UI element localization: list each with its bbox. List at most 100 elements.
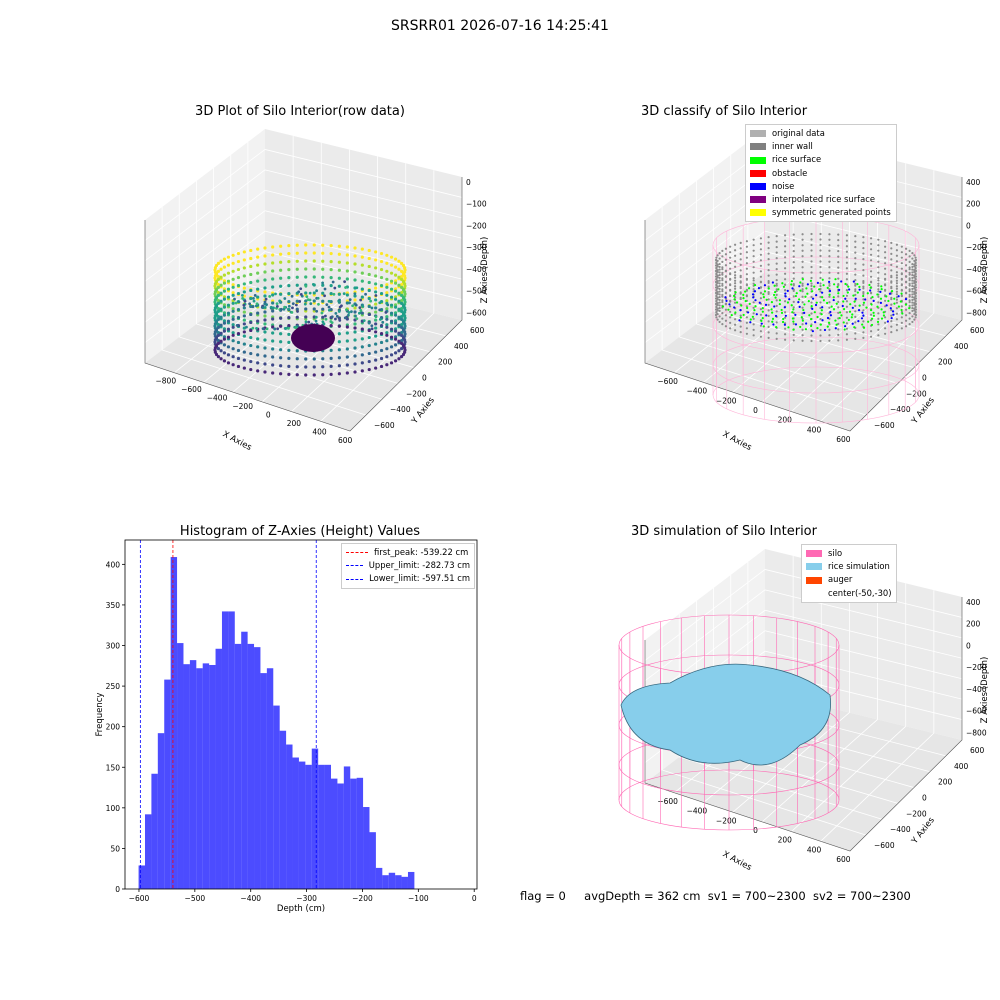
y-tick-label: −600 <box>874 841 895 850</box>
y-tick-label: 300 <box>106 642 121 651</box>
y-tick-label: −200 <box>906 809 927 818</box>
legend-entry: Lower_limit: -597.51 cm <box>346 572 470 585</box>
legend-label: inner wall <box>772 141 813 152</box>
legend-label: rice surface <box>772 154 822 165</box>
floor-pane <box>645 272 962 431</box>
x-tick-label: −800 <box>156 376 177 385</box>
left-pane <box>645 129 765 363</box>
left-pane <box>145 129 265 363</box>
z-tick-label: −200 <box>466 221 487 230</box>
classify-3d-plot: −600−400−20002004006006004002000−200−400… <box>644 129 990 453</box>
y-tick-label: −600 <box>374 421 395 430</box>
z-tick-label: −400 <box>466 265 487 274</box>
z-tick-label: 0 <box>466 178 471 187</box>
legend-label: original data <box>772 128 825 138</box>
histogram-bar <box>144 814 152 889</box>
y-tick-label: −600 <box>874 421 895 430</box>
histogram-bar <box>407 871 415 889</box>
x-tick-label: 200 <box>778 416 793 425</box>
y-tick-label: 0 <box>115 885 120 894</box>
legend-entry: inner wall <box>750 140 892 153</box>
avg-depth-text: avgDepth = 362 cm <box>584 889 701 903</box>
x-tick-label: −400 <box>687 387 708 396</box>
legend-label: noise <box>772 180 795 191</box>
y-tick-label: 50 <box>110 844 120 853</box>
z-tick-label: −400 <box>966 685 987 694</box>
x-tick-label: 0 <box>266 410 271 419</box>
z-axis-label: Z Axies (Depth) <box>980 237 990 304</box>
histogram-bars <box>138 557 415 889</box>
histogram-bar <box>183 664 190 889</box>
x-axis-label: X Axies <box>721 849 754 873</box>
legend-entry: center(-50,-30) <box>806 587 892 600</box>
legend-swatch <box>346 552 368 554</box>
x-tick-label: −200 <box>232 402 253 411</box>
histogram-bar <box>279 730 287 889</box>
legend-swatch <box>750 169 766 177</box>
y-tick-label: 600 <box>970 326 985 335</box>
simulation-3d-plot: −600−400−20002004006006004002000−200−400… <box>618 549 990 873</box>
histogram-bar <box>286 744 293 889</box>
x-tick-label: −200 <box>716 396 737 405</box>
legend-label: symmetric generated points <box>772 207 891 218</box>
legend-swatch <box>750 143 766 151</box>
x-tick-label: 0 <box>753 826 758 835</box>
histogram-legend: first_peak: -539.22 cm Upper_limit: -282.… <box>341 543 475 589</box>
z-tick-label: −600 <box>966 287 987 296</box>
histogram-bar <box>369 832 376 889</box>
x-tick-label: −200 <box>352 894 373 903</box>
inner-wall-points <box>714 232 918 343</box>
y-tick-label: −400 <box>890 405 911 414</box>
x-tick-label: −400 <box>207 393 228 402</box>
histogram-bar <box>375 867 383 889</box>
histogram-bar <box>138 865 145 889</box>
legend-swatch <box>346 565 363 567</box>
tick-labels: −600−400−20002004006006004002000−200−400… <box>657 178 986 444</box>
y-tick-label: 350 <box>106 601 121 610</box>
x-tick-label: 200 <box>778 836 793 845</box>
axes-edges <box>644 177 963 432</box>
z-tick-label: −400 <box>966 265 987 274</box>
raw-bottom-cone <box>291 324 335 352</box>
z-tick-label: 400 <box>966 598 981 607</box>
classify-plot-title: 3D classify of Silo Interior <box>640 104 808 119</box>
x-tick-label: −200 <box>716 816 737 825</box>
histogram-bar <box>215 648 222 889</box>
histogram-bar <box>305 764 312 889</box>
x-tick-label: −500 <box>185 894 206 903</box>
z-axis-label: Z Axies (Depth) <box>480 237 490 304</box>
legend-swatch <box>346 578 364 580</box>
y-tick-label: 200 <box>106 723 121 732</box>
x-tick-label: −600 <box>657 797 678 806</box>
y-axis-label: Frequency <box>95 693 105 737</box>
histogram-bar <box>189 660 197 889</box>
histogram-bar <box>209 664 216 889</box>
y-tick-label: −200 <box>406 389 427 398</box>
y-tick-label: 100 <box>106 804 121 813</box>
raw-interior-points <box>233 280 390 331</box>
legend-swatch <box>750 156 766 164</box>
legend-swatch <box>750 209 766 217</box>
surface-points <box>721 278 911 333</box>
legend-entry: rice simulation <box>806 560 892 573</box>
legend-entry: obstacle <box>750 167 892 180</box>
histogram-bar <box>318 764 325 889</box>
histogram-bar <box>247 643 255 889</box>
z-tick-label: −800 <box>966 308 987 317</box>
raw-wall-points <box>213 243 407 377</box>
plot-frame <box>124 539 478 890</box>
status-footer: flag = 0 avgDepth = 362 cm sv1 = 700~230… <box>520 889 911 903</box>
y-tick-label: 200 <box>938 358 953 367</box>
legend-entry: auger <box>806 573 892 586</box>
legend-entry: noise <box>750 180 892 193</box>
histogram-bar <box>388 872 396 889</box>
histogram-bar <box>202 663 210 889</box>
y-tick-label: −200 <box>906 389 927 398</box>
z-axis-label: Z Axies (Depth) <box>980 657 990 724</box>
histogram-bar <box>343 766 351 889</box>
y-tick-label: 600 <box>970 746 985 755</box>
raw-plot-title: 3D Plot of Silo Interior(row data) <box>195 104 405 119</box>
x-tick-label: 600 <box>836 855 851 864</box>
legend-label: Lower_limit: -597.51 cm <box>369 573 470 584</box>
x-axis-label: X Axies <box>221 429 254 453</box>
